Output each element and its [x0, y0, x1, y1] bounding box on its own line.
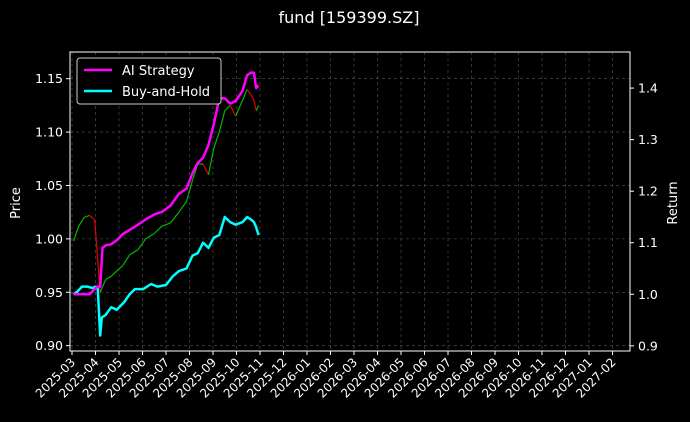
price-segment: [250, 94, 255, 101]
legend: AI Strategy Buy-and-Hold: [76, 57, 222, 105]
price-segment: [129, 249, 139, 256]
price-segment: [72, 225, 80, 242]
price-segment: [235, 99, 244, 117]
price-segment: [246, 89, 252, 96]
price-segment: [185, 179, 194, 202]
y-axis-right-label: Return: [666, 181, 681, 224]
price-segment: [242, 89, 248, 101]
price-segment: [116, 265, 124, 272]
y-left-tick-label: 1.00: [35, 231, 63, 246]
price-segment: [161, 222, 171, 227]
price-segment: [89, 214, 96, 221]
price-segment: [122, 254, 131, 266]
plot-frame: [69, 51, 631, 352]
y-left-tick-label: 0.95: [35, 285, 63, 300]
price-segment: [178, 201, 187, 213]
y-left-tick-label: 1.10: [35, 125, 63, 140]
ai-strategy-line: [73, 71, 260, 296]
buy-and-hold-line: [72, 215, 260, 337]
price-segment: [224, 104, 231, 112]
legend-label-ai-strategy: AI Strategy: [122, 64, 195, 79]
price-segment: [110, 270, 118, 277]
price-segment: [255, 105, 260, 111]
y-axis-right-ticks: 0.9 1.0 1.1 1.2 1.3 1.4: [630, 81, 658, 353]
y-axis-left-label: Price: [9, 187, 24, 219]
price-segment: [213, 131, 220, 149]
price-segment: [170, 211, 180, 224]
price-segment: [83, 214, 90, 219]
price-segment: [137, 238, 147, 250]
price-segment: [253, 99, 257, 111]
y-axis-left-ticks: 0.90 0.95 1.00 1.05 1.10 1.15: [35, 71, 70, 353]
price-segment: [153, 225, 163, 234]
legend-label-buy-and-hold: Buy-and-Hold: [122, 85, 210, 100]
y-left-tick-label: 1.15: [35, 71, 63, 86]
price-segment: [207, 147, 215, 175]
price-segment: [94, 219, 101, 293]
y-left-tick-label: 0.90: [35, 338, 63, 353]
legend-box: [76, 57, 222, 105]
chart-title: fund [159399.SZ]: [279, 8, 420, 27]
price-segment: [202, 163, 210, 176]
y-right-tick-label: 1.2: [638, 184, 658, 199]
price-segment: [78, 217, 85, 227]
strategy-lines: [72, 71, 260, 337]
price-segment: [105, 275, 112, 281]
y-right-tick-label: 1.1: [638, 235, 658, 250]
y-right-tick-label: 1.3: [638, 132, 658, 147]
y-right-tick-label: 1.0: [638, 287, 658, 302]
y-right-tick-label: 1.4: [638, 81, 658, 96]
y-left-tick-label: 1.05: [35, 178, 63, 193]
price-segment: [229, 105, 237, 117]
price-segment: [145, 232, 155, 240]
y-right-tick-label: 0.9: [638, 338, 658, 353]
price-segment: [99, 279, 107, 293]
price-series: [72, 89, 260, 293]
price-segment: [218, 110, 226, 133]
